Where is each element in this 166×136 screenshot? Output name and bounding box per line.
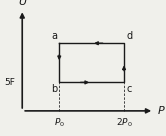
Text: b: b: [51, 84, 57, 94]
Text: 5F: 5F: [4, 78, 15, 87]
Text: c: c: [126, 84, 132, 94]
Text: $P_0$: $P_0$: [54, 116, 65, 129]
Text: $2P_0$: $2P_0$: [116, 116, 132, 129]
Text: a: a: [51, 31, 57, 41]
Text: d: d: [126, 31, 132, 41]
Text: P: P: [157, 106, 164, 116]
Text: U: U: [18, 0, 26, 7]
